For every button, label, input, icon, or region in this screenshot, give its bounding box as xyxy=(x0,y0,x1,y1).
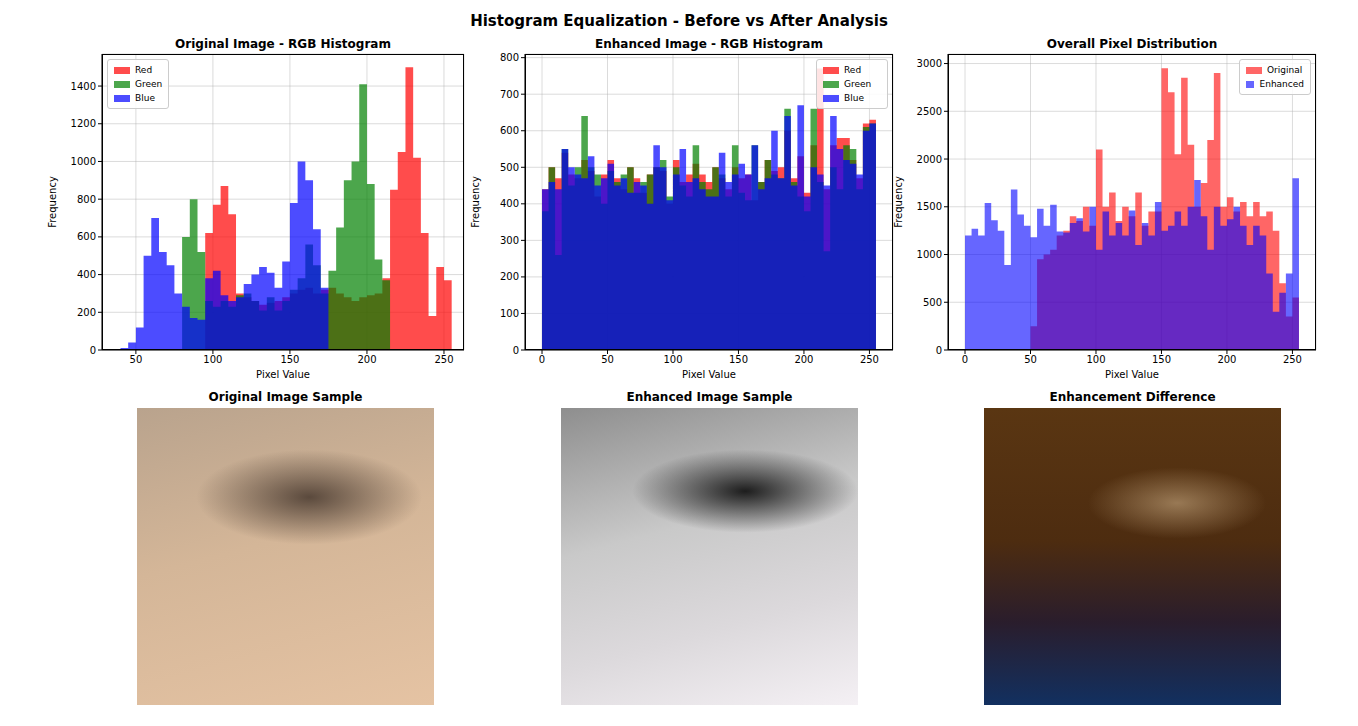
svg-text:150: 150 xyxy=(1152,354,1171,365)
svg-text:600: 600 xyxy=(77,231,96,242)
html-text:Pixel Value: Pixel Value xyxy=(1105,369,1159,380)
svg-text:50: 50 xyxy=(130,354,143,365)
html-text:Blue: Blue xyxy=(135,93,155,103)
svg-text:200: 200 xyxy=(1217,354,1236,365)
html-text:Histogram Equalization - Befor: Histogram Equalization - Before vs After… xyxy=(470,12,888,30)
html-text:Original Image - RGB Histogram: Original Image - RGB Histogram xyxy=(175,37,391,51)
svg-text:0: 0 xyxy=(90,345,96,356)
html-text:Red: Red xyxy=(844,65,862,75)
svg-text:250: 250 xyxy=(1283,354,1302,365)
svg-text:500: 500 xyxy=(500,162,519,173)
svg-text:300: 300 xyxy=(500,235,519,246)
svg-text:250: 250 xyxy=(860,354,879,365)
svg-text:250: 250 xyxy=(434,354,453,365)
svg-text:50: 50 xyxy=(1024,354,1037,365)
svg-text:0: 0 xyxy=(962,354,968,365)
svg-text:100: 100 xyxy=(203,354,222,365)
svg-text:150: 150 xyxy=(729,354,748,365)
svg-text:700: 700 xyxy=(500,89,519,100)
html-text:Enhanced Image Sample: Enhanced Image Sample xyxy=(626,390,793,404)
html-text:Green: Green xyxy=(844,79,872,89)
svg-text:2500: 2500 xyxy=(917,106,942,117)
html-text:Original: Original xyxy=(1267,65,1303,75)
svg-text:800: 800 xyxy=(500,52,519,63)
html-text:Pixel Value: Pixel Value xyxy=(256,369,310,380)
html-text:Frequency: Frequency xyxy=(469,176,481,228)
svg-text:0: 0 xyxy=(539,354,545,365)
svg-text:1000: 1000 xyxy=(917,249,942,260)
svg-text:400: 400 xyxy=(500,198,519,209)
html-text:Pixel Value: Pixel Value xyxy=(682,369,736,380)
svg-text:1200: 1200 xyxy=(71,118,96,129)
svg-text:400: 400 xyxy=(77,269,96,280)
svg-text:2000: 2000 xyxy=(917,154,942,165)
html-text:Green: Green xyxy=(135,79,163,89)
html-text:Red: Red xyxy=(135,65,153,75)
svg-text:200: 200 xyxy=(357,354,376,365)
svg-text:800: 800 xyxy=(77,194,96,205)
svg-text:3000: 3000 xyxy=(917,58,942,69)
svg-text:50: 50 xyxy=(601,354,614,365)
svg-text:200: 200 xyxy=(77,307,96,318)
svg-text:0: 0 xyxy=(513,345,519,356)
svg-text:200: 200 xyxy=(500,271,519,282)
svg-text:0: 0 xyxy=(936,345,942,356)
html-text:Blue: Blue xyxy=(844,93,864,103)
svg-text:1400: 1400 xyxy=(71,81,96,92)
svg-text:100: 100 xyxy=(1086,354,1105,365)
svg-text:500: 500 xyxy=(923,297,942,308)
svg-text:200: 200 xyxy=(794,354,813,365)
html-text:Enhancement Difference: Enhancement Difference xyxy=(1049,390,1216,404)
html-text:Overall Pixel Distribution: Overall Pixel Distribution xyxy=(1046,37,1218,51)
html-text:Original Image Sample: Original Image Sample xyxy=(208,390,363,404)
svg-text:1500: 1500 xyxy=(917,201,942,212)
html-text:Enhanced: Enhanced xyxy=(1259,79,1304,89)
svg-text:100: 100 xyxy=(663,354,682,365)
svg-text:1000: 1000 xyxy=(71,156,96,167)
svg-text:600: 600 xyxy=(500,125,519,136)
html-text:Frequency: Frequency xyxy=(46,176,58,228)
svg-text:100: 100 xyxy=(500,308,519,319)
html-text:Frequency: Frequency xyxy=(892,176,904,228)
svg-text:150: 150 xyxy=(280,354,299,365)
html-text:Enhanced Image - RGB Histogram: Enhanced Image - RGB Histogram xyxy=(595,37,823,51)
